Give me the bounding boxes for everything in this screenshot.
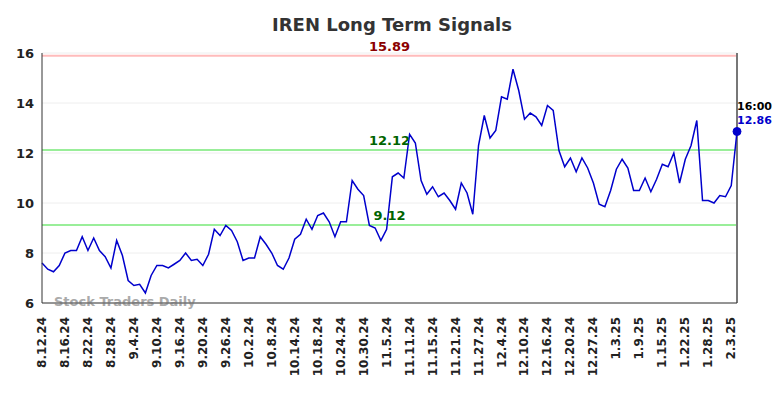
- svg-text:12.12: 12.12: [369, 133, 410, 148]
- svg-text:6: 6: [25, 296, 34, 311]
- html-text:Stock Traders Daily: Stock Traders Daily: [54, 294, 196, 309]
- svg-text:9.20.24: 9.20.24: [196, 317, 210, 368]
- svg-text:12.86: 12.86: [737, 114, 772, 127]
- svg-text:8.16.24: 8.16.24: [58, 317, 72, 368]
- svg-text:16:00: 16:00: [737, 100, 772, 113]
- html-text:IREN Long Term Signals: IREN Long Term Signals: [272, 14, 512, 35]
- svg-text:10.18.24: 10.18.24: [311, 317, 325, 376]
- svg-text:1.15.25: 1.15.25: [655, 317, 669, 368]
- svg-text:1.9.25: 1.9.25: [632, 317, 646, 360]
- svg-text:12.10.24: 12.10.24: [517, 317, 531, 376]
- svg-text:1.28.25: 1.28.25: [701, 317, 715, 368]
- svg-text:9.4.24: 9.4.24: [127, 317, 141, 360]
- svg-text:8.28.24: 8.28.24: [104, 317, 118, 368]
- svg-text:9.16.24: 9.16.24: [173, 317, 187, 368]
- svg-text:11.21.24: 11.21.24: [449, 317, 463, 376]
- svg-text:8.12.24: 8.12.24: [35, 317, 49, 368]
- svg-text:12.27.24: 12.27.24: [586, 317, 600, 376]
- svg-text:11.11.24: 11.11.24: [403, 317, 417, 376]
- svg-text:1.22.25: 1.22.25: [678, 317, 692, 368]
- svg-text:10: 10: [16, 196, 34, 211]
- svg-text:11.27.24: 11.27.24: [472, 317, 486, 376]
- svg-text:11.5.24: 11.5.24: [380, 317, 394, 368]
- svg-text:11.15.24: 11.15.24: [426, 317, 440, 376]
- svg-text:10.30.24: 10.30.24: [357, 317, 371, 376]
- svg-text:15.89: 15.89: [369, 39, 410, 54]
- svg-text:10.2.24: 10.2.24: [242, 317, 256, 368]
- svg-text:14: 14: [16, 96, 34, 111]
- svg-text:10.24.24: 10.24.24: [334, 317, 348, 376]
- svg-text:8: 8: [25, 246, 34, 261]
- svg-text:9.10.24: 9.10.24: [150, 317, 164, 368]
- svg-text:16: 16: [16, 46, 34, 61]
- svg-text:2.3.25: 2.3.25: [724, 317, 738, 360]
- svg-text:10.8.24: 10.8.24: [265, 317, 279, 368]
- svg-text:1.3.25: 1.3.25: [609, 317, 623, 360]
- svg-text:9.26.24: 9.26.24: [219, 317, 233, 368]
- svg-text:9.12: 9.12: [373, 208, 405, 223]
- svg-text:12: 12: [16, 146, 34, 161]
- svg-text:12.4.24: 12.4.24: [495, 317, 509, 368]
- svg-text:12.16.24: 12.16.24: [540, 317, 554, 376]
- svg-text:8.22.24: 8.22.24: [81, 317, 95, 368]
- svg-text:12.20.24: 12.20.24: [563, 317, 577, 376]
- svg-text:10.14.24: 10.14.24: [288, 317, 302, 376]
